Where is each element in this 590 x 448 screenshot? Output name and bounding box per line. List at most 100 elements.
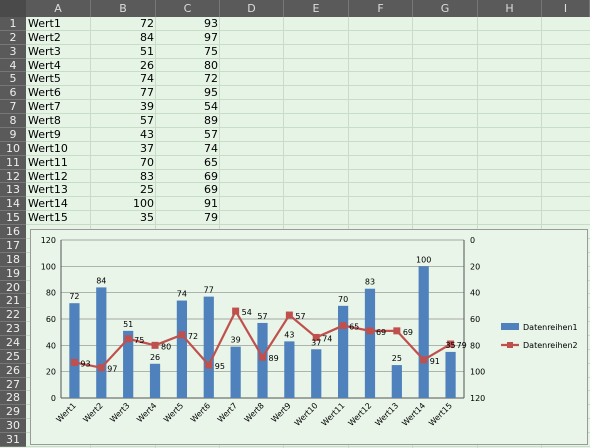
cell-c6[interactable]: 95 (204, 86, 218, 100)
cell-c9[interactable]: 57 (204, 127, 218, 141)
cell-b7[interactable]: 39 (140, 100, 154, 114)
bar-data-label: 74 (177, 290, 187, 299)
row-header-1[interactable]: 1 (0, 17, 26, 31)
cell-c5[interactable]: 72 (204, 72, 218, 86)
cell-b6[interactable]: 77 (140, 86, 154, 100)
row-header-7[interactable]: 7 (0, 100, 26, 115)
grid-line (26, 29, 590, 31)
line-data-label: 57 (295, 312, 305, 321)
column-header-c[interactable]: C (156, 0, 220, 17)
row-header-3[interactable]: 3 (0, 44, 26, 59)
row-header-24[interactable]: 24 (0, 336, 26, 350)
cell-a2[interactable]: Wert2 (28, 30, 61, 44)
column-header-a[interactable]: A (26, 0, 91, 17)
cell-a5[interactable]: Wert5 (28, 72, 61, 86)
row-header-27[interactable]: 27 (0, 377, 26, 392)
legend-label-datenreihen1: Datenreihen1 (523, 323, 578, 332)
cell-b9[interactable]: 43 (140, 127, 154, 141)
cell-a3[interactable]: Wert3 (28, 44, 61, 58)
row-header-6[interactable]: 6 (0, 86, 26, 101)
cell-a12[interactable]: Wert12 (28, 169, 68, 183)
cell-b11[interactable]: 70 (140, 155, 154, 169)
row-header-28[interactable]: 28 (0, 391, 26, 406)
cell-c13[interactable]: 69 (204, 183, 218, 197)
cell-a7[interactable]: Wert7 (28, 100, 61, 114)
marker-wert6 (205, 361, 213, 369)
bar-wert11 (337, 305, 349, 398)
bar-data-label: 77 (204, 286, 214, 295)
cell-b8[interactable]: 57 (140, 114, 154, 128)
cell-c15[interactable]: 79 (204, 211, 218, 225)
column-header-h[interactable]: H (478, 0, 542, 17)
row-header-13[interactable]: 13 (0, 183, 26, 198)
row-header-31[interactable]: 31 (0, 433, 26, 447)
row-header-19[interactable]: 19 (0, 266, 26, 281)
cell-b15[interactable]: 35 (140, 211, 154, 225)
cell-a11[interactable]: Wert11 (28, 155, 68, 169)
row-header-12[interactable]: 12 (0, 169, 26, 184)
grid-line (26, 43, 590, 45)
cell-c4[interactable]: 80 (204, 58, 218, 72)
column-header-e[interactable]: E (284, 0, 349, 17)
cell-c7[interactable]: 54 (204, 100, 218, 114)
row-header-25[interactable]: 25 (0, 349, 26, 364)
cell-c12[interactable]: 69 (204, 169, 218, 183)
cell-b5[interactable]: 74 (140, 72, 154, 86)
cell-a1[interactable]: Wert1 (28, 17, 61, 30)
row-header-21[interactable]: 21 (0, 294, 26, 309)
cell-c10[interactable]: 74 (204, 141, 218, 155)
combo-chart[interactable]: 0 20 40 60 80 100 120 0 20 40 60 80 100 120 Wert1 Wert2… (30, 229, 588, 445)
cell-c2[interactable]: 97 (204, 30, 218, 44)
row-header-26[interactable]: 26 (0, 363, 26, 378)
row-header-23[interactable]: 23 (0, 322, 26, 336)
legend-swatch-datenreihen1 (501, 323, 519, 330)
row-header-14[interactable]: 14 (0, 197, 26, 212)
cell-c1[interactable]: 93 (204, 17, 218, 30)
cell-c8[interactable]: 89 (204, 114, 218, 128)
row-header-17[interactable]: 17 (0, 238, 26, 253)
row-header-30[interactable]: 30 (0, 419, 26, 434)
cell-c3[interactable]: 75 (204, 44, 218, 58)
row-header-20[interactable]: 20 (0, 280, 26, 295)
cell-b12[interactable]: 83 (140, 169, 154, 183)
row-header-22[interactable]: 22 (0, 308, 26, 323)
row-header-16[interactable]: 16 (0, 225, 26, 239)
cell-b10[interactable]: 37 (140, 141, 154, 155)
marker-wert1 (70, 358, 78, 366)
cell-a6[interactable]: Wert6 (28, 86, 61, 100)
select-all-corner[interactable] (0, 0, 26, 17)
row-header-15[interactable]: 15 (0, 211, 26, 226)
row-header-9[interactable]: 9 (0, 127, 26, 142)
row-header-29[interactable]: 29 (0, 405, 26, 420)
cell-b1[interactable]: 72 (140, 17, 154, 30)
cell-b3[interactable]: 51 (140, 44, 154, 58)
cell-b14[interactable]: 100 (133, 197, 154, 211)
line-data-label: 54 (242, 308, 252, 317)
cell-b4[interactable]: 26 (140, 58, 154, 72)
grid-line (26, 196, 590, 198)
row-header-11[interactable]: 11 (0, 155, 26, 170)
row-header-4[interactable]: 4 (0, 58, 26, 73)
row-header-2[interactable]: 2 (0, 30, 26, 45)
column-header-g[interactable]: G (413, 0, 478, 17)
column-header-i[interactable]: I (542, 0, 590, 17)
cell-a8[interactable]: Wert8 (28, 114, 61, 128)
column-header-b[interactable]: B (91, 0, 156, 17)
cell-a13[interactable]: Wert13 (28, 183, 68, 197)
cell-a4[interactable]: Wert4 (28, 58, 61, 72)
cell-b13[interactable]: 25 (140, 183, 154, 197)
cell-a14[interactable]: Wert14 (28, 197, 68, 211)
cell-c14[interactable]: 91 (204, 197, 218, 211)
row-header-10[interactable]: 10 (0, 141, 26, 156)
cell-b2[interactable]: 84 (140, 30, 154, 44)
row-header-8[interactable]: 8 (0, 114, 26, 128)
column-header-d[interactable]: D (220, 0, 284, 17)
row-header-5[interactable]: 5 (0, 72, 26, 87)
column-header-f[interactable]: F (349, 0, 413, 17)
cell-a15[interactable]: Wert15 (28, 211, 68, 225)
cell-c11[interactable]: 65 (204, 155, 218, 169)
bar-wert4 (149, 363, 161, 398)
cell-a9[interactable]: Wert9 (28, 127, 61, 141)
row-header-18[interactable]: 18 (0, 252, 26, 267)
cell-a10[interactable]: Wert10 (28, 141, 68, 155)
